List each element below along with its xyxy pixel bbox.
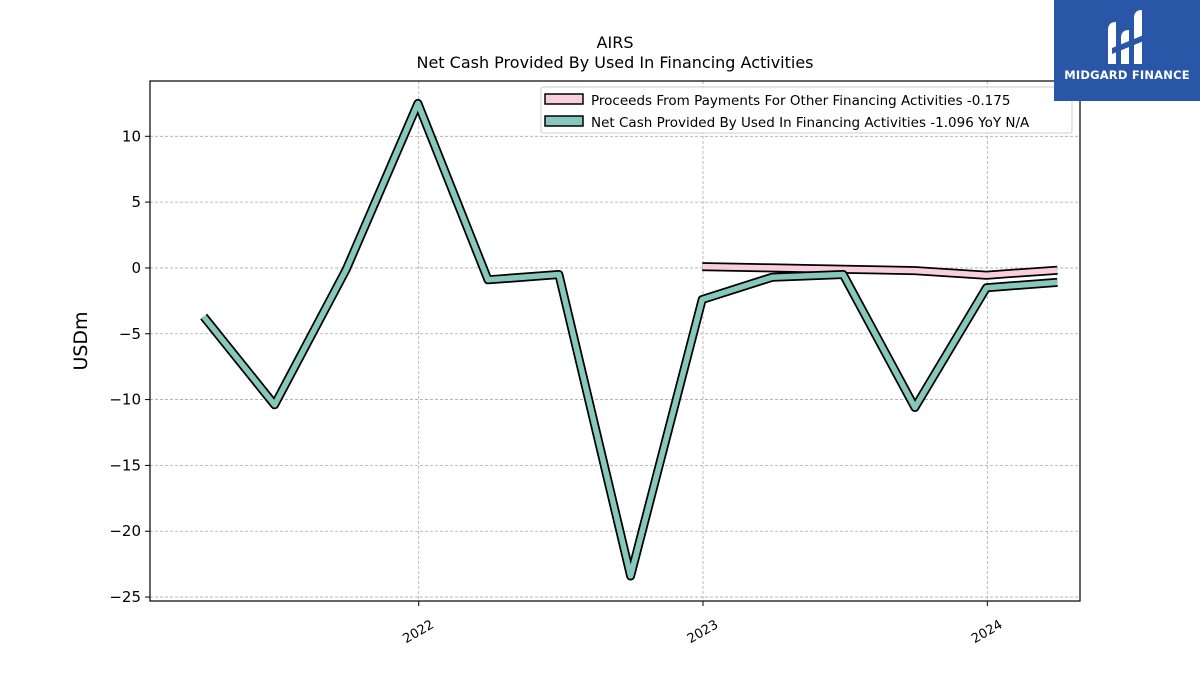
y-tick-label: −20 — [109, 522, 141, 540]
chart-title: AIRS — [597, 33, 634, 52]
y-axis-label: USDm — [70, 311, 92, 370]
legend-box — [540, 86, 1073, 134]
legend-label-net-cash: Net Cash Provided By Used In Financing A… — [591, 115, 1030, 131]
series-proceeds-line — [702, 263, 1058, 278]
legend-swatch-proceeds — [544, 93, 584, 105]
y-axis-ticks: 10 5 0 −5 −10 −15 −20 −25 — [109, 127, 150, 606]
y-tick-label: 0 — [131, 259, 141, 277]
legend: Proceeds From Payments For Other Financi… — [540, 86, 1073, 134]
legend-label-proceeds: Proceeds From Payments For Other Financi… — [591, 93, 1010, 109]
x-tick-label: 2022 — [401, 617, 437, 647]
chart-subtitle: Net Cash Provided By Used In Financing A… — [416, 53, 813, 72]
series-net-cash-line — [201, 100, 1058, 579]
y-tick-label: 10 — [122, 127, 141, 145]
logo-mark-icon — [1108, 10, 1146, 64]
grid-lines — [150, 81, 1080, 601]
midgard-finance-logo: MIDGARD FINANCE — [1054, 0, 1200, 101]
x-axis-ticks: 2022 2023 2024 — [401, 601, 1005, 647]
y-tick-label: 5 — [131, 193, 141, 211]
axes-frame — [149, 80, 1081, 602]
series-layer — [200, 98, 1058, 581]
x-tick-label: 2024 — [969, 617, 1005, 647]
y-tick-label: −5 — [119, 325, 141, 343]
x-tick-label: 2023 — [685, 617, 721, 647]
logo-text: MIDGARD FINANCE — [1064, 68, 1190, 82]
y-tick-label: −25 — [109, 588, 141, 606]
legend-swatch-net-cash — [544, 115, 584, 127]
y-tick-label: −10 — [109, 391, 141, 409]
y-tick-label: −15 — [109, 456, 141, 474]
series-net-cash-outline — [200, 98, 1058, 581]
